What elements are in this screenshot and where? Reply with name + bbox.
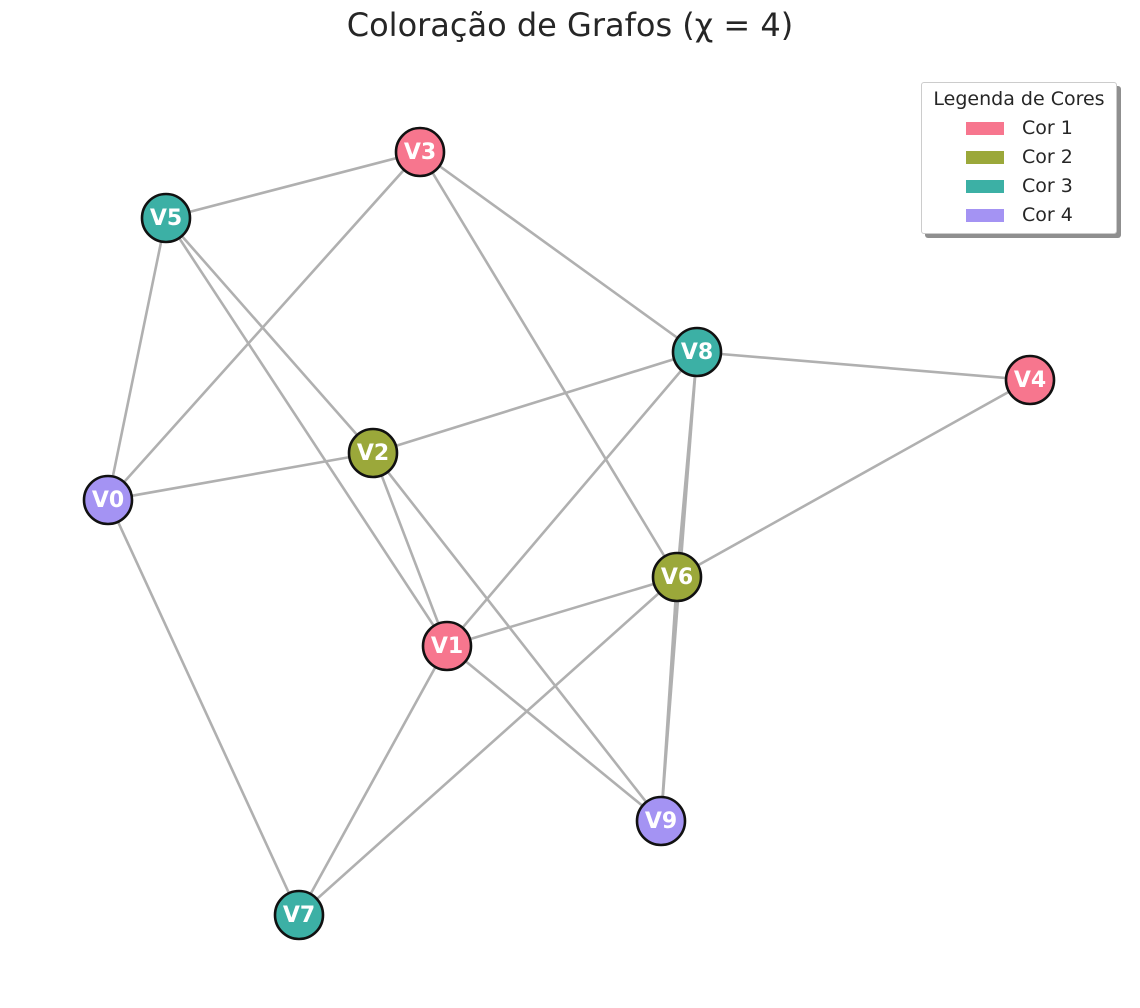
node-v4: V4	[1004, 354, 1056, 406]
node-label: V7	[283, 903, 315, 928]
edges-layer	[106, 150, 1031, 916]
legend-label: Cor 3	[1022, 175, 1073, 197]
edge-v6-v9	[659, 576, 679, 822]
edge-v0-v2	[107, 451, 374, 502]
node-circle	[140, 192, 192, 244]
node-circle	[1004, 354, 1056, 406]
edge-v1-v7	[297, 645, 449, 916]
node-circle	[671, 326, 723, 378]
node-label: V4	[1014, 368, 1046, 393]
node-v2: V2	[347, 427, 399, 479]
node-v9: V9	[635, 795, 687, 847]
legend-swatch	[966, 180, 1004, 193]
node-circle	[635, 795, 687, 847]
edge-v8-v4	[696, 350, 1031, 382]
edge-v3-v8	[419, 150, 698, 354]
node-v8: V8	[671, 326, 723, 378]
legend-swatch	[966, 151, 1004, 164]
node-circle	[82, 474, 134, 526]
node-circle	[273, 889, 325, 941]
node-circle	[421, 620, 473, 672]
edge-v8-v2	[372, 350, 698, 455]
legend-swatch	[966, 209, 1004, 222]
edge-v6-v7	[298, 576, 678, 916]
node-circle	[651, 551, 703, 603]
node-v1: V1	[421, 620, 473, 672]
node-label: V6	[661, 565, 693, 590]
node-v5: V5	[140, 192, 192, 244]
edge-v2-v1	[371, 452, 449, 647]
node-label: V8	[681, 340, 713, 365]
legend-label: Cor 4	[1022, 204, 1073, 226]
edge-v1-v9	[446, 644, 662, 823]
legend-label: Cor 1	[1022, 117, 1073, 139]
nodes-layer: V0 V1 V2 V3 V4 V5 V6 V7 V8 V9	[82, 126, 1056, 941]
node-v3: V3	[394, 126, 446, 178]
node-label: V1	[431, 634, 463, 659]
color-legend: Legenda de Cores Cor 1 Cor 2 Cor 3 Cor 4	[921, 82, 1117, 234]
edge-v0-v7	[106, 499, 301, 916]
legend-label: Cor 2	[1022, 146, 1073, 168]
node-label: V0	[92, 488, 124, 513]
edge-v5-v2	[165, 217, 374, 454]
node-label: V5	[150, 206, 182, 231]
edge-v4-v6	[676, 378, 1031, 579]
node-label: V3	[404, 140, 436, 165]
node-v0: V0	[82, 474, 134, 526]
legend-title: Legenda de Cores	[933, 88, 1105, 110]
edge-v3-v6	[418, 151, 679, 578]
edge-v6-v1	[446, 575, 678, 648]
edge-v2-v9	[371, 452, 663, 822]
edge-v5-v0	[106, 217, 168, 501]
node-circle	[347, 427, 399, 479]
edge-v3-v0	[107, 151, 421, 501]
node-v7: V7	[273, 889, 325, 941]
edge-v5-v3	[165, 150, 421, 220]
node-label: V2	[357, 441, 389, 466]
figure-title: Coloração de Grafos (χ = 4)	[346, 6, 794, 44]
edge-v5-v1	[164, 217, 449, 647]
node-label: V9	[645, 809, 677, 834]
edge-v8-v1	[446, 351, 698, 647]
node-v6: V6	[651, 551, 703, 603]
legend-swatch	[966, 122, 1004, 135]
node-circle	[394, 126, 446, 178]
